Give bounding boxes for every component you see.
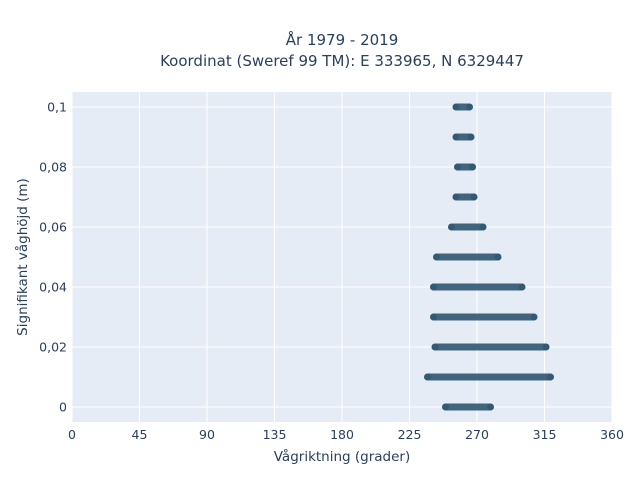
x-tick-label: 315 xyxy=(533,427,557,442)
data-point xyxy=(431,343,439,351)
data-point xyxy=(430,313,437,321)
data-point xyxy=(448,223,455,231)
y-tick-label: 0 xyxy=(59,400,67,415)
chart-title-line-1: År 1979 - 2019 xyxy=(286,30,399,49)
y-tick-label: 0,06 xyxy=(39,220,67,235)
marker-layer xyxy=(424,103,554,411)
data-point xyxy=(466,103,473,111)
data-point xyxy=(452,193,460,201)
data-band xyxy=(430,283,526,291)
data-point xyxy=(479,223,487,231)
data-point xyxy=(424,373,431,381)
x-axis-label: Vågriktning (grader) xyxy=(274,448,411,465)
data-band xyxy=(424,373,554,381)
data-point xyxy=(542,343,550,351)
data-band xyxy=(431,343,550,351)
data-point xyxy=(442,403,449,411)
x-tick-label: 225 xyxy=(398,427,422,442)
data-band xyxy=(430,313,538,321)
x-tick-label: 270 xyxy=(465,427,489,442)
tick-labels: 0 45 90 135 180 225 270 315 360 0 0,02 0,04 0,06 0,08… xyxy=(39,100,624,443)
data-point xyxy=(452,103,460,111)
y-tick-label: 0,04 xyxy=(39,280,67,295)
y-axis-label: Signifikant våghöjd (m) xyxy=(14,178,31,336)
data-point xyxy=(454,163,461,171)
x-tick-label: 0 xyxy=(68,427,76,442)
y-tick-label: 0,1 xyxy=(47,100,67,115)
data-point xyxy=(470,193,478,201)
data-point xyxy=(433,253,440,261)
x-tick-label: 135 xyxy=(263,427,287,442)
data-point xyxy=(467,133,475,141)
y-tick-label: 0,08 xyxy=(39,160,67,175)
y-tick-label: 0,02 xyxy=(39,340,67,355)
data-point xyxy=(469,163,476,171)
data-point xyxy=(487,403,494,411)
data-point xyxy=(518,283,526,291)
data-band xyxy=(442,403,494,411)
chart-title-line-2: Koordinat (Sweref 99 TM): E 333965, N 63… xyxy=(160,52,524,70)
data-point xyxy=(530,313,538,321)
data-band xyxy=(448,223,487,231)
data-band xyxy=(433,253,502,261)
x-tick-label: 180 xyxy=(330,427,354,442)
data-band xyxy=(454,163,476,171)
x-tick-label: 90 xyxy=(199,427,215,442)
data-band xyxy=(452,133,475,141)
data-point xyxy=(494,253,502,261)
data-band xyxy=(452,193,478,201)
x-tick-label: 45 xyxy=(132,427,148,442)
data-point xyxy=(430,283,437,291)
data-point xyxy=(547,373,554,381)
x-tick-label: 360 xyxy=(600,427,624,442)
data-band xyxy=(452,103,473,111)
data-point xyxy=(452,133,460,141)
